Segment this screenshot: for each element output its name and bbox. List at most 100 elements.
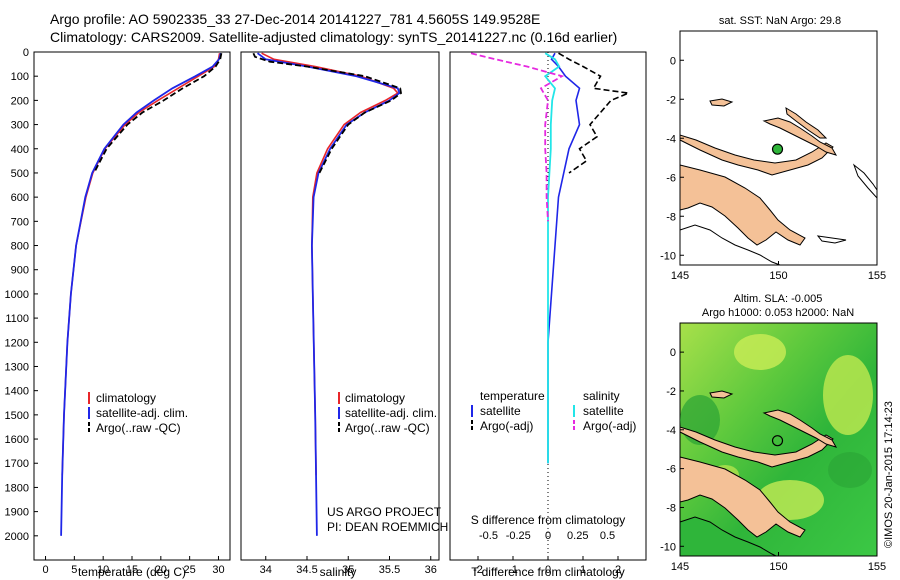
australia-coast xyxy=(679,224,781,266)
credit-line2: PI: DEAN ROEMMICH xyxy=(327,520,448,534)
legend-s-argo-label: Argo(-adj) xyxy=(583,419,636,433)
depth-tick-label: 1400 xyxy=(5,386,29,398)
legend-satellite-label: satellite-adj. clim. xyxy=(345,406,437,420)
sla-map-title2: Argo h1000: 0.053 h2000: NaN xyxy=(702,307,854,319)
bougainville-coast xyxy=(852,163,878,200)
lat-tick-label: -10 xyxy=(660,250,676,262)
x-tick-label: 20 xyxy=(155,564,167,576)
credit-line1: US ARGO PROJECT xyxy=(327,505,442,519)
sst-map-axes: 145 150 155 0 -2 -4 -6 -8 -10 xyxy=(660,55,886,282)
lat-tick-label: -4 xyxy=(666,133,676,145)
temperature-lines xyxy=(60,52,223,536)
t-difference-label: T difference from climatology xyxy=(471,565,625,579)
depth-tick-label: 300 xyxy=(11,120,29,132)
x-tick-label: 0 xyxy=(42,564,48,576)
depth-tick-label: 0 xyxy=(23,47,29,59)
depth-tick-label: 1100 xyxy=(5,313,29,325)
salinity-lines xyxy=(252,52,402,536)
salinity-xlabel: salinity xyxy=(320,565,357,579)
sla-map-land xyxy=(679,390,838,557)
difference-panel: -2 -1 0 1 2 temperature salinity satellite A… xyxy=(449,51,647,579)
depth-tick-label: 900 xyxy=(11,265,29,277)
x-tick-label: 1 xyxy=(580,564,586,576)
temperature-xlabel: temperature (deg C) xyxy=(78,565,186,579)
temperature-legend: climatology satellite-adj. clim. Argo(..… xyxy=(88,391,188,435)
depth-tick-label: 1500 xyxy=(5,410,29,422)
lon-tick-label: 150 xyxy=(769,270,787,282)
x-tick-label: 15 xyxy=(126,564,138,576)
s-tick-label: 0.5 xyxy=(600,530,615,542)
s-tick-label: 0 xyxy=(545,530,551,542)
salinity-legend: climatology satellite-adj. clim. Argo(..… xyxy=(338,391,437,435)
new-britain-island xyxy=(762,409,838,448)
depth-tick-label: 1900 xyxy=(5,507,29,519)
new-guinea-landmass xyxy=(679,426,834,538)
title-line1: Argo profile: AO 5902335_33 27-Dec-2014 … xyxy=(50,11,540,27)
x-tick-label: 10 xyxy=(97,564,109,576)
sla-map-panel: Altim. SLA: -0.005 Argo h1000: 0.053 h20… xyxy=(660,293,886,573)
series-line-satellite-adj-clim- xyxy=(60,52,222,536)
sla-map-axes: 145 150 155 0 -2 -4 -6 -8 -10 xyxy=(660,347,886,573)
depth-tick-label: 1300 xyxy=(5,361,29,373)
depth-tick-label: 200 xyxy=(11,95,29,107)
x-tick-label: 34 xyxy=(260,564,272,576)
salinity-axes-frame xyxy=(240,51,440,561)
lon-tick-label: 145 xyxy=(671,561,689,573)
x-tick-label: 35 xyxy=(342,564,354,576)
legend-satellite-label: satellite-adj. clim. xyxy=(96,406,188,420)
series-line-argo-raw-qc- xyxy=(93,53,223,174)
depth-tick-label: 100 xyxy=(11,71,29,83)
x-tick-label: 35.5 xyxy=(379,564,400,576)
legend-t-satellite-label: satellite xyxy=(480,404,521,418)
series-line-s-satellite xyxy=(543,52,561,464)
depth-tick-label: 1700 xyxy=(5,458,29,470)
salinity-difference-ticks: -0.5 -0.25 0 0.25 0.5 xyxy=(479,530,615,542)
lat-tick-label: -4 xyxy=(666,425,676,437)
s-difference-label: S difference from climatology xyxy=(471,513,626,527)
sla-patches xyxy=(680,334,873,520)
new-guinea-landmass xyxy=(679,134,834,246)
legend-climatology-label: climatology xyxy=(96,391,156,405)
depth-tick-label: 1200 xyxy=(5,337,29,349)
x-tick-label: 30 xyxy=(212,564,224,576)
x-tick-label: 36 xyxy=(425,564,437,576)
depth-tick-label: 1000 xyxy=(5,289,29,301)
sst-map-land xyxy=(679,98,878,266)
depth-tick-label: 700 xyxy=(11,216,29,228)
series-line-t-argo-adj- xyxy=(558,52,632,174)
lat-tick-label: 0 xyxy=(670,55,676,67)
manus-island xyxy=(709,390,734,399)
x-tick-label: 5 xyxy=(71,564,77,576)
series-line-s-argo-adj- xyxy=(470,52,565,222)
difference-x-axis: -2 -1 0 1 2 xyxy=(473,556,621,576)
x-tick-label: 0 xyxy=(545,564,551,576)
legend-argo-label: Argo(..raw -QC) xyxy=(345,421,430,435)
difference-lines xyxy=(470,52,632,464)
louisiade-islands xyxy=(816,235,847,244)
legend-climatology-label: climatology xyxy=(345,391,405,405)
sla-high-patch xyxy=(823,355,873,435)
depth-tick-label: 800 xyxy=(11,241,29,253)
lat-tick-label: -2 xyxy=(666,386,676,398)
australia-coast xyxy=(679,516,777,557)
temperature-panel: 0100200300400500600700800900100011001200… xyxy=(5,47,231,579)
difference-legend: temperature salinity satellite Argo(-adj… xyxy=(471,389,636,433)
temperature-x-axis: 0 5 10 15 20 25 30 xyxy=(42,556,225,576)
new-britain-island xyxy=(762,117,838,156)
lon-tick-label: 145 xyxy=(671,270,689,282)
depth-tick-label: 1800 xyxy=(5,482,29,494)
lat-tick-label: -8 xyxy=(666,211,676,223)
lat-tick-label: -2 xyxy=(666,94,676,106)
lon-tick-label: 155 xyxy=(868,561,886,573)
legend-t-argo-label: Argo(-adj) xyxy=(480,419,533,433)
depth-tick-label: 1600 xyxy=(5,434,29,446)
depth-tick-label: 500 xyxy=(11,168,29,180)
salinity-panel: 34 34.5 35 35.5 36 climatology satellite-adj… xyxy=(240,51,448,579)
sst-map-panel: sat. SST: NaN Argo: 29.8 145 150 155 0 -2 -4 -… xyxy=(660,15,886,282)
s-tick-label: -0.25 xyxy=(506,530,531,542)
temperature-axes-frame xyxy=(33,51,231,561)
lon-tick-label: 150 xyxy=(769,561,787,573)
float-position-marker xyxy=(771,435,784,447)
sla-high-patch xyxy=(734,334,786,370)
